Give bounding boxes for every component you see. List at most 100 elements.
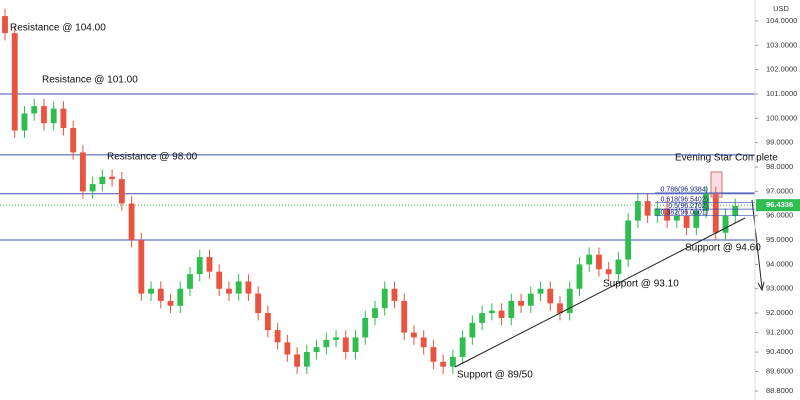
candle-body xyxy=(226,288,232,294)
candle-body xyxy=(732,205,739,216)
y-axis: 104.0000 103.0000 102.0000 101.0000 100.0000… xyxy=(755,16,800,395)
candle-body xyxy=(362,317,369,338)
candle-body xyxy=(401,300,408,333)
candle-body xyxy=(596,254,602,270)
evening-star-box xyxy=(710,171,723,198)
candle-body xyxy=(128,203,135,241)
candle-body xyxy=(50,108,57,124)
candle-body xyxy=(206,257,213,272)
y-tick-label: 89.6000 xyxy=(766,366,793,375)
candle-body xyxy=(372,308,378,318)
last-price-tag xyxy=(756,199,800,212)
fib-label: 0.5(96.2702) xyxy=(668,203,708,210)
candle-body xyxy=(333,337,339,340)
fib-labels: 0.786(96.9384) 0.618(96.5402)0.5(96.2702)… xyxy=(655,187,755,217)
candle-body xyxy=(586,254,593,265)
candle-body xyxy=(693,210,700,228)
candle-body xyxy=(255,293,262,314)
candle-body xyxy=(352,337,359,353)
candle-body xyxy=(459,337,466,357)
annotation: Resistance @ 104.00 xyxy=(10,23,106,34)
candles xyxy=(2,8,739,374)
candle-body xyxy=(683,215,690,228)
candle-body xyxy=(11,33,18,131)
y-tick-label: 90.4000 xyxy=(766,347,793,356)
candle-body xyxy=(177,288,184,306)
candle-body xyxy=(303,352,310,367)
candle-body xyxy=(712,193,719,233)
candle-body xyxy=(557,303,563,314)
candle-body xyxy=(440,361,447,367)
annotation: Evening Star Complete xyxy=(675,153,778,164)
candle-body xyxy=(79,152,86,192)
candle-body xyxy=(187,274,193,289)
candle-body xyxy=(576,264,583,289)
candle-body xyxy=(41,106,47,124)
candle-body xyxy=(449,356,456,367)
candle-body xyxy=(605,269,612,275)
y-tick-label: 88.8000 xyxy=(766,386,793,395)
candle-body xyxy=(508,300,515,318)
candle-body xyxy=(99,176,106,185)
candle-body xyxy=(313,347,320,353)
candle-body xyxy=(518,300,524,306)
y-tick-label: 96.0000 xyxy=(766,211,793,220)
candle-body xyxy=(21,113,28,131)
candle-body xyxy=(148,288,154,294)
candle-body xyxy=(420,337,427,348)
annotation: Resistance @ 101.00 xyxy=(42,75,138,86)
candle-body xyxy=(284,342,291,355)
annotation: Support @ 89/50 xyxy=(457,370,533,381)
trendline xyxy=(454,217,746,368)
candle-body xyxy=(391,288,398,301)
candle-body xyxy=(138,240,145,294)
candle-body xyxy=(625,220,632,260)
fib-label: 0.382(96.0001) xyxy=(661,210,708,217)
arrow-line xyxy=(751,199,763,289)
candle-body xyxy=(196,257,203,275)
y-tick-label: 101.0000 xyxy=(766,89,797,98)
candle-body xyxy=(722,215,729,233)
candle-body xyxy=(527,293,534,306)
candle-body xyxy=(89,184,96,192)
candle-body xyxy=(664,208,671,221)
candle-body xyxy=(673,215,680,221)
candle-body xyxy=(118,179,125,204)
candle-body xyxy=(167,300,174,306)
candle-body xyxy=(430,347,437,362)
candle-body xyxy=(216,271,223,289)
y-tick-label: 103.0000 xyxy=(766,40,797,49)
annotation: Support @ 94.60 xyxy=(685,243,761,254)
levels xyxy=(0,93,755,241)
candle-body xyxy=(634,201,641,221)
candle-body xyxy=(479,313,486,323)
annotation: Resistance @ 98.00 xyxy=(107,152,198,163)
candle-body xyxy=(498,310,505,318)
candle-body xyxy=(31,106,38,114)
y-tick-label: 95.0000 xyxy=(766,235,793,244)
candle-body xyxy=(60,108,67,129)
candle-body xyxy=(566,288,573,314)
y-tick-label: 102.0000 xyxy=(766,65,797,74)
candle-body xyxy=(381,288,388,309)
y-tick-label: 100.0000 xyxy=(766,113,797,122)
candle-body xyxy=(342,337,349,353)
candle-body xyxy=(157,288,164,301)
candle-body xyxy=(245,281,252,294)
candle-body xyxy=(469,322,476,338)
y-tick-label: 104.0000 xyxy=(766,16,797,25)
candle-body xyxy=(547,288,554,304)
y-tick-label: 94.0000 xyxy=(766,259,793,268)
candle-body xyxy=(264,313,271,331)
candle-body xyxy=(323,339,330,348)
y-tick-label: 91.2000 xyxy=(766,328,793,337)
y-tick-label: 92.0000 xyxy=(766,308,793,317)
candle-body xyxy=(537,288,544,294)
candle-body xyxy=(109,176,116,180)
y-tick-label: 97.0000 xyxy=(766,186,793,195)
y-tick-label: 93.0000 xyxy=(766,284,793,293)
fib-label: 0.786(96.9384) xyxy=(661,187,708,194)
